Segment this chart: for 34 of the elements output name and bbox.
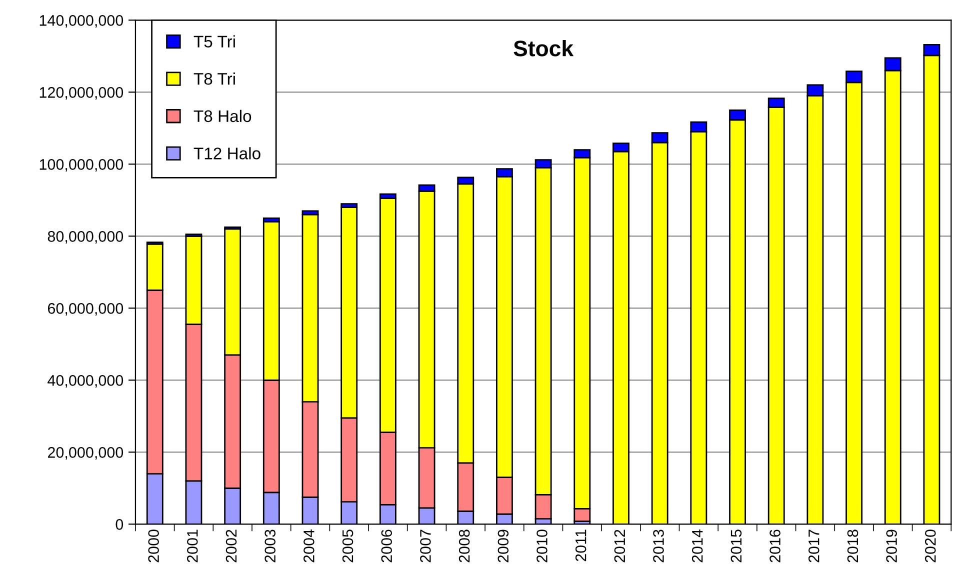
x-tick-label: 2005 [342,530,354,562]
text: Stock [514,40,574,56]
x-tick-label: 2006 [381,530,392,562]
x-tick-label: 2010 [536,530,548,562]
x-tick-label: 2007 [420,530,431,562]
x-tick-label: 2019 [886,530,897,562]
y-tick-label: 100,000,000 [40,159,124,172]
legend-label: T8 Tri [194,72,235,85]
x-tick-label: 2004 [304,529,314,562]
y-tick-label: 20,000,000 [48,447,124,460]
y-tick-label: 120,000,000 [40,87,124,100]
x-tick-label: 2011 [575,530,586,562]
y-tick-label: 80,000,000 [48,231,124,244]
x-tick-label: 2020 [925,530,936,562]
x-tick-label: 2017 [808,530,820,562]
y-tick-label: 40,000,000 [48,375,124,388]
legend-label: T8 Halo [194,110,252,122]
y-tick-label: 60,000,000 [48,303,124,316]
x-tick-label: 2002 [226,530,237,562]
x-tick-label: 2009 [498,530,509,562]
y-tick-label: 0 [116,519,124,530]
legend-label: T5 Tri [194,35,235,48]
x-tick-label: 2013 [653,530,664,562]
x-tick-label: 2016 [770,530,780,562]
legend-label: T12 Halo [194,147,260,160]
x-tick-label: 2001 [187,530,198,562]
x-tick-label: 2000 [148,530,159,562]
x-tick-label: 2015 [730,530,742,562]
y-tick-label: 140,000,000 [40,15,124,28]
x-tick-label: 2018 [847,530,858,562]
x-tick-label: 2014 [692,529,703,562]
x-tick-label: 2008 [458,530,470,562]
x-tick-label: 2012 [614,530,626,562]
x-tick-label: 2003 [264,530,276,562]
